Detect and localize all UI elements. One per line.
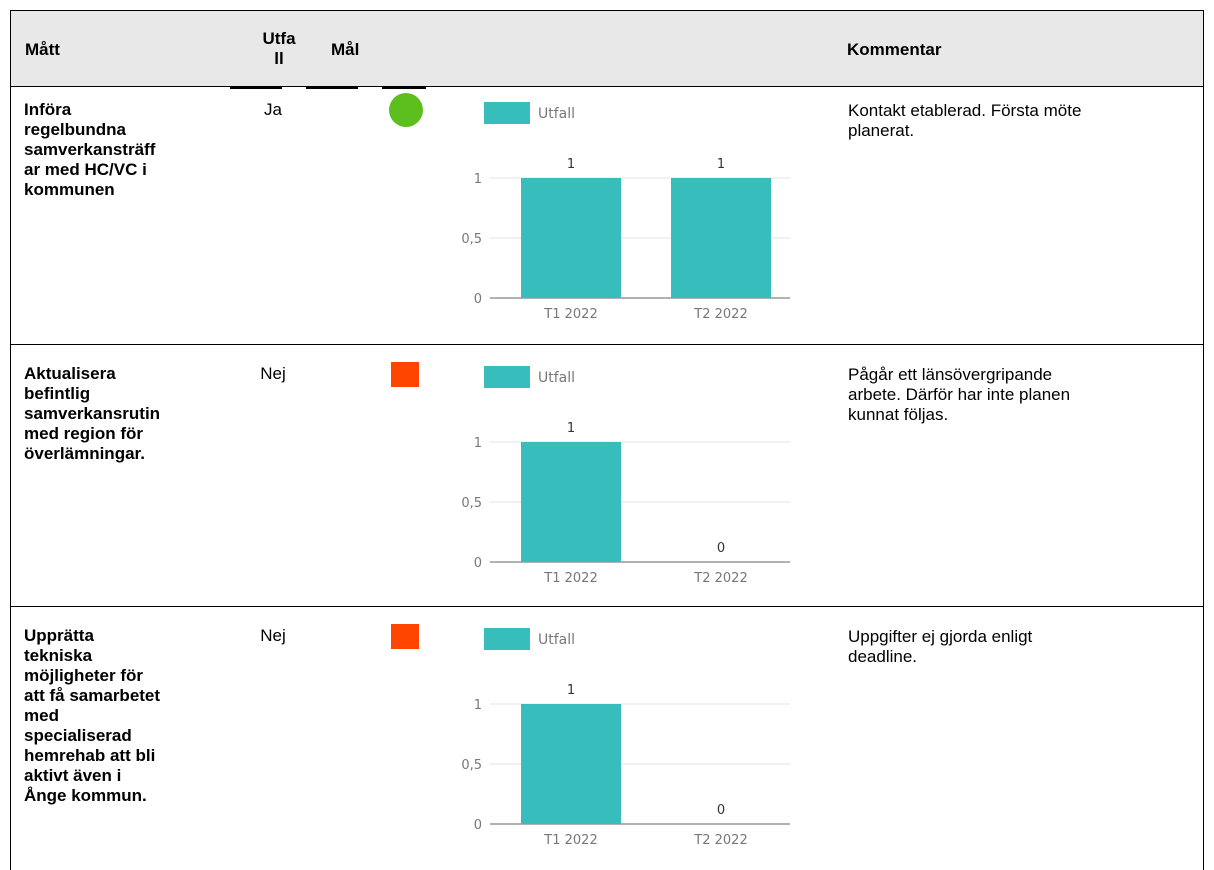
bar [521,704,621,824]
row-matt-line: kommunen [24,180,115,199]
y-tick-label: 0 [474,556,482,571]
row-matt-line: Aktualisera [24,364,116,383]
x-tick-label: T2 2022 [693,571,747,586]
row-divider [10,344,1204,345]
row-kommentar-line: Pågår ett länsövergripande [848,365,1053,384]
row-kommentar-line: planerat. [848,121,915,140]
legend-swatch [484,102,530,124]
row-matt-line: med [24,706,59,725]
status-green-circle [389,93,423,127]
row-matt-line: ar med HC/VC i [24,160,147,179]
row-matt-line: möjligheter för [24,666,144,685]
legend-label: Utfall [538,370,575,386]
utfall-bar-chart: Utfall 0 0,5 1 1 T1 2022 1 T2 2022 [461,102,790,322]
data-label: 1 [567,157,575,172]
row-matt-line: befintlig [24,384,91,403]
header-divider [230,86,282,89]
y-tick-label: 0,5 [461,758,482,773]
row-matt-line: specialiserad [24,726,132,745]
x-tick-label: T1 2022 [543,571,597,586]
row-matt-line: Upprätta [24,626,94,645]
row-utfall: Nej [260,626,286,645]
row-kommentar: Kontakt etablerad. Första möte planerat. [848,101,1188,141]
bar [521,442,621,562]
row-kommentar-line: deadline. [848,647,918,666]
legend-label: Utfall [538,106,575,122]
row-kommentar-line: Kontakt etablerad. Första möte [848,101,1082,120]
utfall-bar-chart: Utfall 0 0,5 1 1 T1 2022 0 T2 2022 [461,366,790,586]
x-tick-label: T1 2022 [543,307,597,322]
row-matt-line: samverkansrutin [24,404,161,423]
data-label: 0 [717,803,725,818]
row-matt-line: Införa [24,100,72,119]
legend-label: Utfall [538,632,575,648]
row-matt-line: samverkansträff [24,140,156,159]
bar [521,178,621,298]
row-kommentar-line: Uppgifter ej gjorda enligt [848,627,1033,646]
row-matt-line: Ånge kommun. [24,786,147,805]
data-label: 0 [717,541,725,556]
x-tick-label: T2 2022 [693,833,747,848]
header-divider [382,86,426,89]
row-kommentar-line: arbete. Därför har inte planen [848,385,1071,404]
status-red-square [391,624,419,649]
row-matt: Aktualisera befintlig samverkansrutin med r… [24,364,184,464]
data-label: 1 [567,683,575,698]
y-tick-label: 1 [474,698,482,713]
legend-swatch [484,628,530,650]
utfall-bar-chart: Utfall 0 0,5 1 1 T1 2022 0 T2 2022 [461,628,790,848]
y-tick-label: 0,5 [461,496,482,511]
y-tick-label: 1 [474,172,482,187]
header-utfall: Utfa ll [259,29,299,69]
legend-swatch [484,366,530,388]
row-kommentar: Uppgifter ej gjorda enligt deadline. [848,627,1188,667]
row-matt-line: överlämningar. [24,444,145,463]
row-matt-line: aktivt även i [24,766,122,785]
header-kommentar: Kommentar [847,40,942,59]
row-matt-line: regelbundna [24,120,127,139]
row-matt: Upprätta tekniska möjligheter för att få sa… [24,626,184,806]
row-matt-line: att få samarbetet [24,686,161,705]
row-utfall: Ja [264,100,282,119]
x-tick-label: T2 2022 [693,307,747,322]
y-tick-label: 1 [474,436,482,451]
header-mal: Mål [331,40,360,59]
x-tick-label: T1 2022 [543,833,597,848]
row-matt-line: tekniska [24,646,93,665]
header-utfall-line2: ll [274,49,284,68]
header-matt: Mått [25,40,60,59]
row-matt-line: med region för [24,424,144,443]
row-kommentar: Pågår ett länsövergripande arbete. Därför… [848,365,1188,425]
header-utfall-line1: Utfa [262,29,296,48]
row-matt: Införa regelbundna samverkansträff ar med H… [24,100,184,200]
row-kommentar-line: kunnat följas. [848,405,949,424]
header-divider [306,86,358,89]
bar [671,178,771,298]
row-matt-line: hemrehab att bli [24,746,156,765]
y-tick-label: 0 [474,818,482,833]
table-header: Mått Utfa ll Mål Kommentar [10,10,1204,87]
data-label: 1 [567,421,575,436]
y-tick-label: 0,5 [461,232,482,247]
status-red-square [391,362,419,387]
y-tick-label: 0 [474,292,482,307]
data-label: 1 [717,157,725,172]
row-utfall: Nej [260,364,286,383]
row-divider [10,606,1204,607]
